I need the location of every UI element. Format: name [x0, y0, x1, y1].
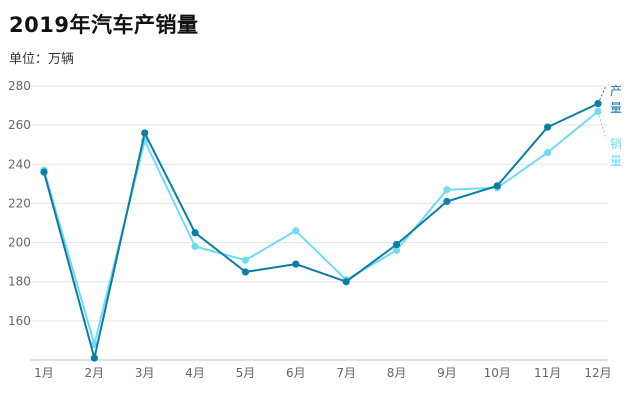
x-tick-label: 11月	[534, 366, 561, 380]
x-tick-label: 3月	[135, 366, 155, 380]
data-point	[141, 129, 149, 137]
x-tick-label: 8月	[387, 366, 407, 380]
data-point	[443, 186, 451, 194]
y-tick-label: 280	[8, 79, 31, 93]
y-tick-label: 160	[8, 314, 31, 328]
series-label: 产	[610, 84, 622, 98]
data-point	[241, 268, 250, 276]
x-tick-label: 9月	[437, 366, 457, 380]
y-tick-label: 260	[8, 118, 31, 132]
data-point	[241, 256, 250, 264]
data-point	[191, 242, 199, 251]
y-tick-label: 220	[8, 196, 31, 210]
x-tick-label: 12月	[584, 366, 611, 380]
data-point	[40, 168, 48, 176]
chart-title: 2019年汽车产销量	[9, 13, 199, 37]
data-point	[90, 354, 98, 362]
data-point	[191, 229, 199, 237]
series-label: 量	[610, 101, 622, 115]
x-tick-label: 1月	[34, 366, 54, 380]
x-tick-label: 10月	[484, 366, 511, 380]
y-tick-label: 200	[8, 236, 31, 250]
unit-label: 单位：万辆	[9, 52, 75, 67]
x-tick-label: 4月	[185, 366, 205, 380]
data-point	[392, 240, 401, 249]
data-point	[342, 278, 350, 286]
data-point	[544, 148, 552, 157]
x-tick-label: 5月	[236, 366, 256, 380]
series-label: 量	[610, 154, 622, 168]
data-point	[443, 197, 451, 206]
data-point	[292, 260, 300, 268]
series-label: 销	[610, 137, 622, 151]
y-tick-label: 180	[8, 275, 31, 289]
series-line	[43, 110, 599, 346]
data-point	[493, 182, 501, 190]
data-point	[392, 246, 401, 254]
data-point	[544, 123, 552, 131]
x-tick-label: 7月	[336, 366, 356, 380]
label-leader	[597, 85, 607, 104]
y-tick-label: 240	[8, 157, 31, 171]
x-tick-label: 6月	[286, 366, 306, 380]
label-leader	[597, 111, 607, 140]
series-line	[43, 102, 599, 359]
x-tick-label: 2月	[85, 366, 105, 380]
data-point	[292, 227, 300, 235]
